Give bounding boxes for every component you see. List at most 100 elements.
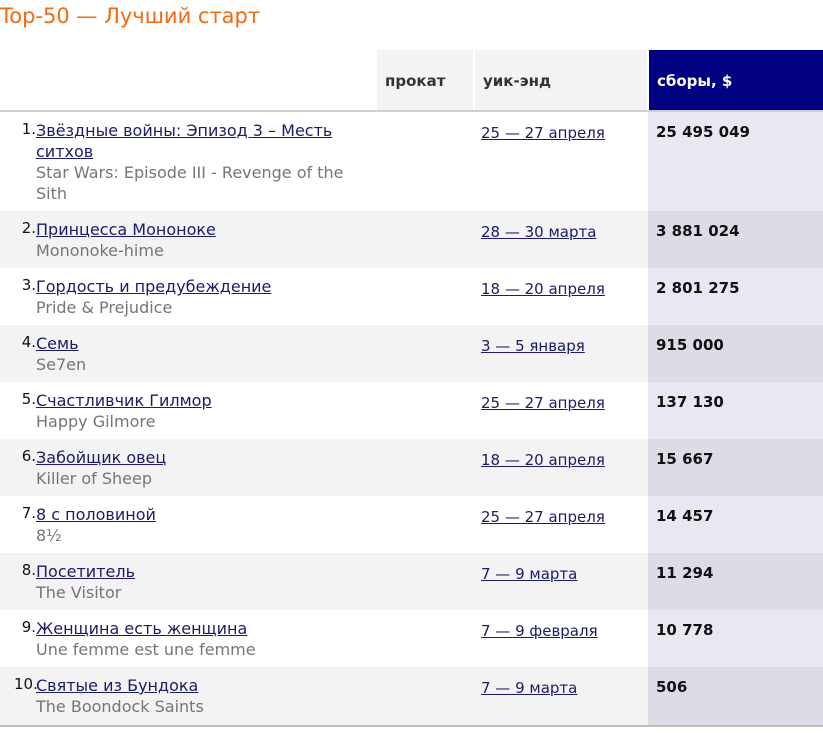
rank-number: 8.: [21, 561, 36, 579]
gross-cell: 15 667: [648, 439, 823, 496]
gross-value: 915 000: [656, 336, 724, 354]
film-title-link[interactable]: Забойщик овец: [36, 448, 167, 467]
film-title-link[interactable]: Семь: [36, 334, 79, 353]
release-cell: [377, 496, 474, 553]
release-cell: [377, 667, 474, 725]
gross-value: 10 778: [656, 621, 714, 639]
gross-cell: 506: [648, 667, 823, 725]
title-cell: 4. Семь Se7en: [0, 325, 377, 382]
weekend-cell: 25 — 27 апреля: [474, 382, 648, 439]
release-cell: [377, 325, 474, 382]
table-row: 6. Забойщик овец Killer of Sheep 18 — 20…: [0, 439, 823, 496]
gross-cell: 915 000: [648, 325, 823, 382]
weekend-date-link[interactable]: 7 — 9 марта: [481, 565, 578, 583]
weekend-date-link[interactable]: 25 — 27 апреля: [481, 394, 605, 412]
film-title-link[interactable]: Женщина есть женщина: [36, 619, 248, 638]
film-original-title: Mononoke-hime: [36, 241, 164, 260]
weekend-date-link[interactable]: 7 — 9 февраля: [481, 622, 598, 640]
film-title-link[interactable]: Звёздные войны: Эпизод 3 – Месть ситхов: [36, 121, 333, 161]
table-body: 1. Звёздные войны: Эпизод 3 – Месть ситх…: [0, 111, 823, 725]
film-title-link[interactable]: Святые из Бундока: [36, 676, 199, 695]
table-row: 10. Святые из Бундока The Boondock Saint…: [0, 667, 823, 725]
film-original-title: Pride & Prejudice: [36, 298, 173, 317]
release-cell: [377, 211, 474, 268]
weekend-date-link[interactable]: 28 — 30 марта: [481, 223, 597, 241]
weekend-cell: 18 — 20 апреля: [474, 439, 648, 496]
weekend-cell: 7 — 9 февраля: [474, 610, 648, 667]
title-cell: 5. Счастливчик Гилмор Happy Gilmore: [0, 382, 377, 439]
weekend-cell: 3 — 5 января: [474, 325, 648, 382]
release-cell: [377, 553, 474, 610]
title-cell: 6. Забойщик овец Killer of Sheep: [0, 439, 377, 496]
film-title-link[interactable]: 8 с половиной: [36, 505, 156, 524]
weekend-date-link[interactable]: 25 — 27 апреля: [481, 124, 605, 142]
film-original-title: Killer of Sheep: [36, 469, 152, 488]
release-cell: [377, 268, 474, 325]
weekend-cell: 18 — 20 апреля: [474, 268, 648, 325]
gross-cell: 10 778: [648, 610, 823, 667]
weekend-cell: 28 — 30 марта: [474, 211, 648, 268]
film-original-title: Se7en: [36, 355, 87, 374]
table-row: 4. Семь Se7en 3 — 5 января 915 000: [0, 325, 823, 382]
gross-cell: 2 801 275: [648, 268, 823, 325]
rank-number: 1.: [21, 120, 36, 138]
weekend-date-link[interactable]: 18 — 20 апреля: [481, 451, 605, 469]
film-original-title: The Boondock Saints: [36, 697, 204, 716]
table-row: 5. Счастливчик Гилмор Happy Gilmore 25 —…: [0, 382, 823, 439]
table-row: 3. Гордость и предубеждение Pride & Prej…: [0, 268, 823, 325]
gross-value: 137 130: [656, 393, 724, 411]
weekend-date-link[interactable]: 25 — 27 апреля: [481, 508, 605, 526]
gross-value: 506: [656, 678, 688, 696]
gross-value: 15 667: [656, 450, 714, 468]
gross-cell: 14 457: [648, 496, 823, 553]
gross-cell: 25 495 049: [648, 111, 823, 211]
weekend-date-link[interactable]: 7 — 9 марта: [481, 679, 578, 697]
film-title-link[interactable]: Счастливчик Гилмор: [36, 391, 212, 410]
weekend-date-link[interactable]: 18 — 20 апреля: [481, 280, 605, 298]
table-row: 7. 8 с половиной 8½ 25 — 27 апреля 14 45…: [0, 496, 823, 553]
film-title-link[interactable]: Принцесса Мононоке: [36, 220, 216, 239]
header-title-col: [0, 50, 377, 112]
rank-number: 4.: [21, 333, 36, 351]
gross-value: 2 801 275: [656, 279, 740, 297]
table-header: прокат уик-энд сборы, $: [0, 50, 823, 112]
title-cell: 10. Святые из Бундока The Boondock Saint…: [0, 667, 377, 725]
title-cell: 3. Гордость и предубеждение Pride & Prej…: [0, 268, 377, 325]
title-cell: 8. Посетитель The Visitor: [0, 553, 377, 610]
gross-value: 14 457: [656, 507, 714, 525]
table-row: 8. Посетитель The Visitor 7 — 9 марта 11…: [0, 553, 823, 610]
release-cell: [377, 382, 474, 439]
table-row: 2. Принцесса Мононоке Mononoke-hime 28 —…: [0, 211, 823, 268]
title-cell: 9. Женщина есть женщина Une femme est un…: [0, 610, 377, 667]
table-bottom-divider: [0, 725, 823, 727]
header-release: прокат: [377, 50, 475, 112]
film-original-title: The Visitor: [36, 583, 122, 602]
header-weekend: уик-энд: [474, 50, 649, 112]
gross-cell: 3 881 024: [648, 211, 823, 268]
film-original-title: 8½: [36, 526, 62, 545]
film-title-link[interactable]: Посетитель: [36, 562, 135, 581]
weekend-cell: 25 — 27 апреля: [474, 111, 648, 211]
title-cell: 2. Принцесса Мононоке Mononoke-hime: [0, 211, 377, 268]
rank-number: 9.: [21, 618, 36, 636]
table-row: 1. Звёздные войны: Эпизод 3 – Месть ситх…: [0, 111, 823, 211]
weekend-cell: 7 — 9 марта: [474, 667, 648, 725]
film-original-title: Une femme est une femme: [36, 640, 256, 659]
gross-cell: 11 294: [648, 553, 823, 610]
release-cell: [377, 111, 474, 211]
weekend-date-link[interactable]: 3 — 5 января: [481, 337, 585, 355]
film-original-title: Star Wars: Episode III - Revenge of the …: [36, 163, 344, 203]
weekend-cell: 25 — 27 апреля: [474, 496, 648, 553]
title-cell: 7. 8 с половиной 8½: [0, 496, 377, 553]
rank-number: 2.: [21, 219, 36, 237]
release-cell: [377, 439, 474, 496]
gross-value: 11 294: [656, 564, 714, 582]
rank-number: 6.: [21, 447, 36, 465]
page-title: Top-50 — Лучший старт: [0, 4, 261, 28]
film-title-link[interactable]: Гордость и предубеждение: [36, 277, 272, 296]
release-cell: [377, 610, 474, 667]
table-row: 9. Женщина есть женщина Une femme est un…: [0, 610, 823, 667]
box-office-table: прокат уик-энд сборы, $ 1. Звёздные войн…: [0, 50, 823, 725]
rank-number: 5.: [21, 390, 36, 408]
